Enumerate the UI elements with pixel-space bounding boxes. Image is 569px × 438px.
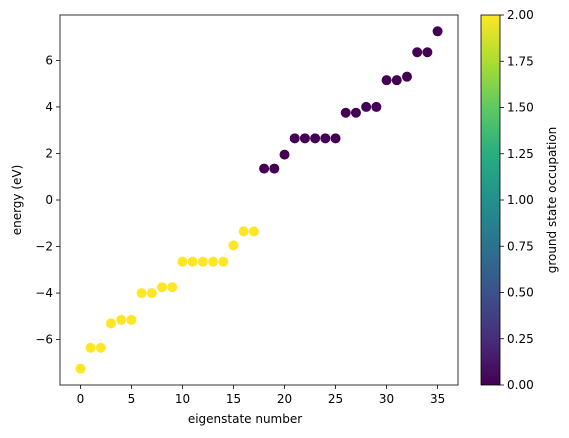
y-tick-label: −4 [35,286,53,300]
data-point [310,133,321,144]
colorbar-tick-label: 0.50 [507,286,534,300]
data-point [330,133,341,144]
data-point [371,101,382,112]
data-point [126,314,137,325]
x-tick-label: 20 [277,392,292,406]
x-tick-label: 0 [77,392,85,406]
y-tick-label: −6 [35,333,53,347]
data-point [340,107,351,118]
data-point [401,71,412,82]
data-point [167,282,178,293]
y-tick-label: 4 [45,100,53,114]
data-point [269,163,280,174]
data-point [146,288,157,299]
data-point [361,101,372,112]
x-tick-label: 15 [226,392,241,406]
colorbar-tick-label: 1.75 [507,54,534,68]
y-tick-label: 0 [45,193,53,207]
colorbar-tick-label: 1.00 [507,193,534,207]
x-tick-label: 10 [175,392,190,406]
data-point [412,47,423,58]
data-point [350,107,361,118]
x-tick-label: 30 [379,392,394,406]
data-point [299,133,310,144]
data-point [187,256,198,267]
colorbar [480,14,501,386]
data-point [289,133,300,144]
y-tick-label: −2 [35,240,53,254]
x-tick-label: 25 [328,392,343,406]
x-axis-label: eigenstate number [188,412,302,426]
colorbar-tick-label: 1.25 [507,147,534,161]
data-point [106,318,117,329]
y-axis-label: energy (eV) [10,165,24,236]
plot-frame [59,14,459,386]
data-point [228,240,239,251]
data-point [177,256,188,267]
data-point [218,256,229,267]
data-point [320,133,331,144]
data-point [95,342,106,353]
data-point [85,342,96,353]
x-tick-label: 35 [430,392,445,406]
data-point [116,314,127,325]
data-point [208,256,219,267]
x-tick-label: 5 [128,392,136,406]
data-point [136,288,147,299]
data-point [248,226,259,237]
data-point [279,149,290,160]
data-point [157,282,168,293]
colorbar-tick-label: 0.75 [507,239,534,253]
data-point [75,363,86,374]
data-point [197,256,208,267]
data-point [391,75,402,86]
data-point [432,26,443,37]
y-tick-label: 6 [45,53,53,67]
data-point [422,47,433,58]
colorbar-tick-label: 1.50 [507,101,534,115]
colorbar-tick-label: 2.00 [507,8,534,22]
colorbar-label: ground state occupation [545,127,559,274]
data-point [238,226,249,237]
data-point [381,75,392,86]
colorbar-tick-label: 0.25 [507,332,534,346]
colorbar-tick-label: 0.00 [507,378,534,392]
y-tick-label: 2 [45,146,53,160]
data-point [259,163,270,174]
